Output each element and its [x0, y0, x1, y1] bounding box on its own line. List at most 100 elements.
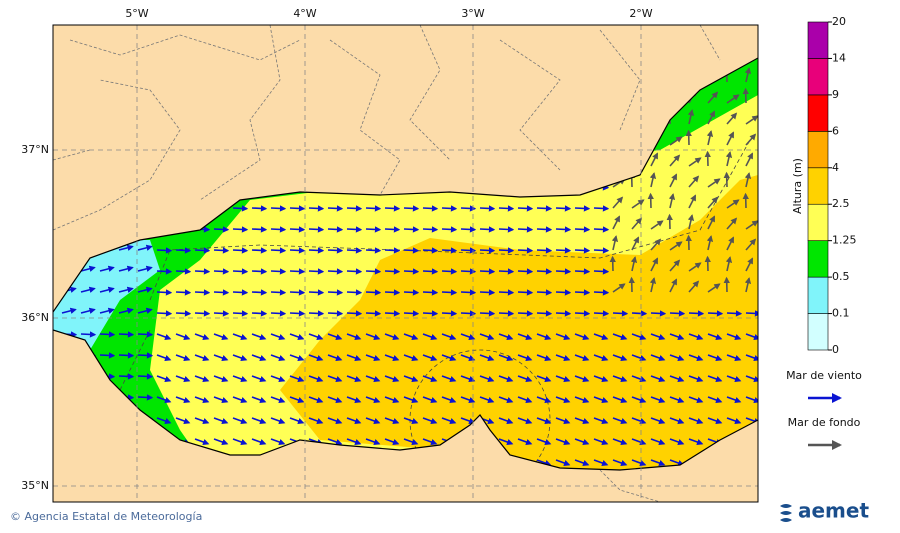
- direction-arrow: [593, 205, 610, 212]
- direction-arrow: [384, 310, 401, 317]
- direction-arrow: [137, 352, 154, 359]
- direction-arrow: [422, 226, 439, 233]
- direction-arrow: [744, 67, 752, 83]
- direction-arrow: [251, 247, 268, 254]
- direction-arrow: [669, 259, 681, 272]
- direction-arrow: [688, 310, 705, 317]
- direction-arrow: [745, 375, 758, 383]
- direction-arrow: [403, 354, 419, 362]
- direction-arrow: [346, 226, 363, 233]
- direction-arrow: [270, 205, 287, 212]
- direction-arrow: [137, 307, 153, 314]
- direction-arrow: [441, 310, 458, 317]
- direction-arrow: [213, 354, 229, 362]
- direction-arrow: [308, 354, 324, 362]
- direction-arrow: [441, 205, 458, 212]
- direction-arrow: [194, 438, 210, 446]
- direction-arrow: [80, 265, 96, 272]
- direction-arrow: [251, 375, 267, 383]
- direction-arrow: [346, 247, 363, 254]
- direction-arrow: [156, 247, 173, 254]
- direction-arrow: [726, 236, 735, 251]
- direction-arrow: [422, 333, 438, 341]
- direction-arrow: [289, 247, 306, 254]
- colorbar-label: 0: [832, 343, 839, 356]
- direction-arrow: [308, 205, 325, 212]
- direction-arrow: [574, 247, 591, 254]
- direction-arrow: [365, 247, 382, 254]
- direction-arrow: [270, 354, 286, 362]
- direction-arrow: [422, 354, 438, 362]
- direction-arrow: [194, 333, 210, 341]
- direction-arrow: [726, 131, 735, 146]
- direction-arrow: [327, 226, 344, 233]
- direction-arrow: [289, 396, 305, 404]
- direction-arrow: [365, 375, 381, 383]
- direction-arrow: [593, 310, 610, 317]
- direction-arrow: [232, 268, 249, 275]
- direction-arrow: [346, 205, 363, 212]
- direction-arrow: [156, 417, 172, 425]
- latitude-label: 36°N: [21, 311, 49, 324]
- direction-arrow: [308, 226, 325, 233]
- direction-arrow: [175, 310, 192, 317]
- direction-arrow: [232, 310, 249, 317]
- direction-arrow: [517, 417, 533, 425]
- direction-arrow: [745, 333, 758, 341]
- colorbar-label: 0.1: [832, 307, 850, 320]
- direction-arrow: [251, 226, 268, 233]
- direction-arrow: [346, 310, 363, 317]
- direction-arrow: [517, 438, 533, 446]
- direction-arrow: [308, 310, 325, 317]
- direction-arrow: [574, 375, 590, 383]
- direction-arrow: [194, 310, 211, 317]
- direction-arrow: [669, 173, 678, 188]
- direction-arrow: [460, 333, 476, 341]
- graticule: [53, 25, 758, 502]
- direction-arrow: [517, 354, 533, 362]
- direction-arrow: [232, 333, 248, 341]
- direction-arrow: [232, 354, 248, 362]
- direction-arrow: [669, 136, 683, 146]
- direction-arrow: [118, 244, 134, 251]
- direction-arrow: [213, 396, 229, 404]
- direction-arrow: [175, 289, 192, 296]
- colorbar-segment: [807, 58, 829, 96]
- direction-arrow: [687, 214, 695, 230]
- longitude-label: 4°W: [293, 7, 316, 20]
- direction-arrow: [194, 396, 210, 404]
- direction-arrow: [726, 217, 738, 230]
- direction-arrow: [80, 307, 96, 314]
- direction-arrow: [593, 396, 609, 404]
- colorbar-segment: [807, 276, 829, 314]
- direction-arrow: [726, 199, 740, 209]
- direction-arrow: [612, 417, 628, 425]
- direction-arrow: [631, 333, 647, 341]
- direction-arrow: [707, 178, 721, 188]
- longitude-label: 5°W: [125, 7, 148, 20]
- direction-arrow: [631, 199, 645, 209]
- direction-arrow: [650, 310, 667, 317]
- direction-arrow: [669, 438, 685, 446]
- direction-arrow: [517, 310, 534, 317]
- direction-arrow: [232, 438, 248, 446]
- direction-arrow: [593, 438, 609, 446]
- direction-arrow: [118, 265, 134, 272]
- direction-arrow: [688, 175, 700, 188]
- direction-arrow: [308, 247, 325, 254]
- direction-arrow: [384, 205, 401, 212]
- direction-arrow: [611, 235, 619, 251]
- direction-arrow: [688, 280, 700, 293]
- direction-arrow: [555, 205, 572, 212]
- direction-arrow: [384, 396, 400, 404]
- direction-arrow: [707, 110, 716, 125]
- direction-arrow: [745, 115, 758, 125]
- legend-label: Mar de fondo: [788, 416, 861, 429]
- logo: aemet: [780, 499, 869, 523]
- longitude-label: 2°W: [629, 7, 652, 20]
- direction-arrow: [232, 289, 249, 296]
- colorbar-label: 4: [832, 161, 839, 174]
- direction-arrow: [593, 375, 609, 383]
- direction-arrow: [517, 247, 534, 254]
- direction-arrow: [650, 417, 666, 425]
